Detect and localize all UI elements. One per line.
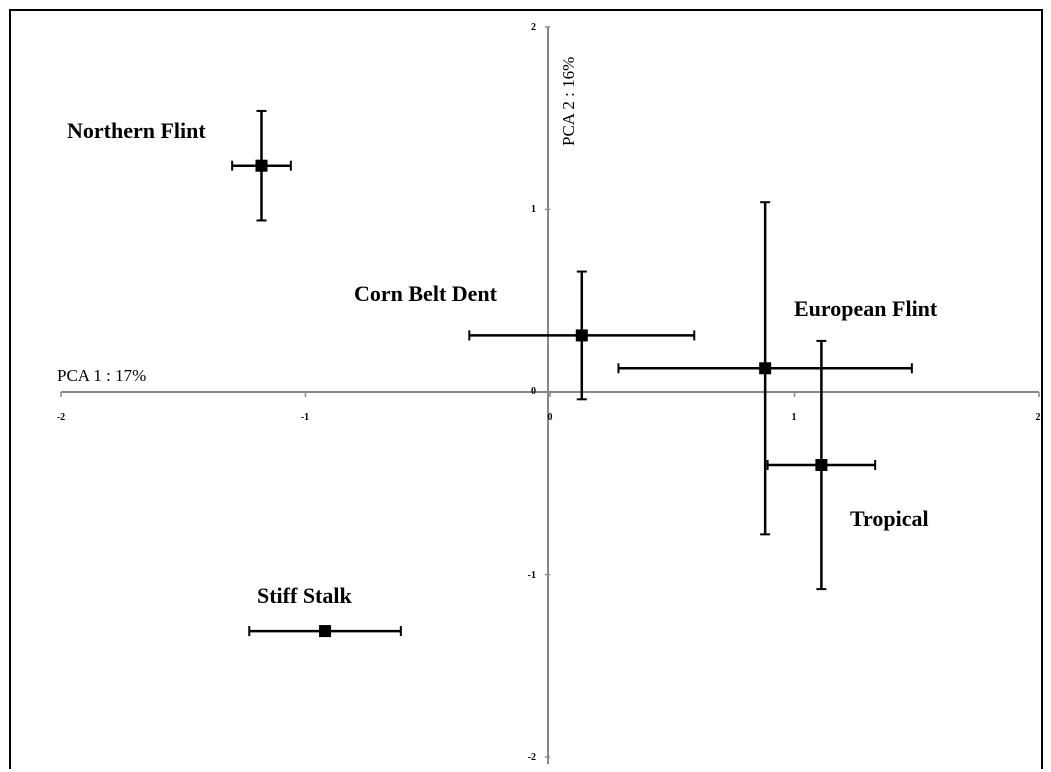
y-tick-label: -2 xyxy=(528,752,536,763)
data-point-marker xyxy=(575,329,588,342)
x-axis-title: PCA 1 : 17% xyxy=(57,366,146,385)
label-european-flint: European Flint xyxy=(794,296,938,321)
tick-marks xyxy=(60,26,1040,758)
label-tropical: Tropical xyxy=(850,506,929,531)
data-points xyxy=(231,109,913,638)
data-point-group xyxy=(248,625,402,638)
x-tick-label: 1 xyxy=(792,412,797,423)
x-tick-label: -1 xyxy=(301,412,309,423)
label-northern-flint: Northern Flint xyxy=(67,118,206,143)
data-point-group xyxy=(617,201,913,536)
data-point-marker xyxy=(815,459,828,471)
x-tick-label: -2 xyxy=(57,412,65,423)
label-corn-belt-dent: Corn Belt Dent xyxy=(354,281,498,306)
y-tick-label: 2 xyxy=(531,22,536,33)
data-point-marker xyxy=(759,362,772,375)
x-tick-label: 0 xyxy=(548,412,553,423)
y-tick-label: -1 xyxy=(528,570,536,581)
data-point-group xyxy=(231,109,292,222)
data-point-marker xyxy=(319,625,332,638)
x-tick-label: 2 xyxy=(1036,412,1041,423)
label-stiff-stalk: Stiff Stalk xyxy=(257,583,353,608)
data-point-marker xyxy=(255,159,268,172)
y-tick-label: 0 xyxy=(531,386,536,397)
chart-frame xyxy=(9,9,1043,769)
data-point-group xyxy=(766,339,877,591)
y-tick-label: 1 xyxy=(531,204,536,215)
y-axis-title: PCA 2 : 16% xyxy=(559,57,578,146)
data-point-group xyxy=(468,270,696,401)
